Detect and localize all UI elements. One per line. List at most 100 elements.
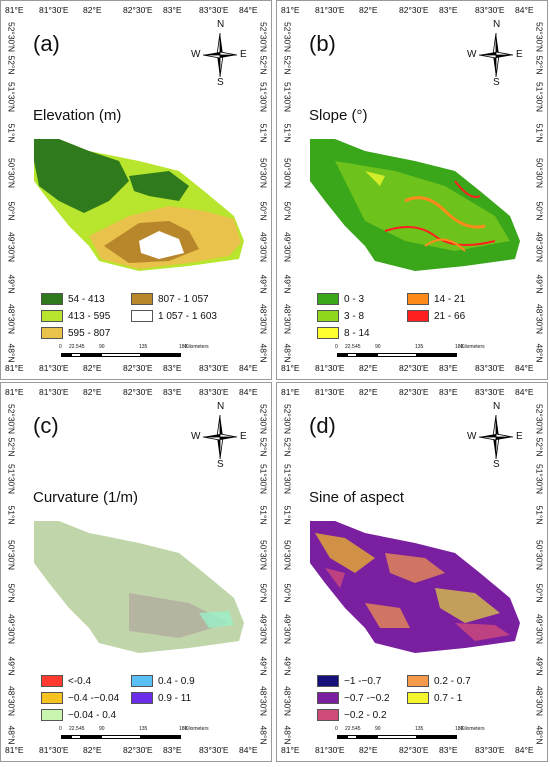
x-tick-label: 83°E <box>439 387 458 397</box>
legend-item: 0 - 3 <box>317 293 364 305</box>
x-tick-label: 84°E <box>239 5 258 15</box>
y-tick-label: 52°N <box>534 437 545 457</box>
legend-swatch <box>317 327 339 339</box>
x-tick-label: 81°30'E <box>39 5 69 15</box>
y-tick-label: 49°N <box>258 274 269 294</box>
legend-swatch <box>41 709 63 721</box>
panel-elevation: (a) Elevation (m) N S W E 54 - 413 807 - 1 … <box>0 0 272 380</box>
y-tick-label: 48°N <box>282 343 293 363</box>
x-tick-label: 82°30'E <box>399 387 429 397</box>
y-tick-label: 50°N <box>258 201 269 221</box>
y-tick-label: 49°30'N <box>258 613 269 645</box>
scale-tick-label: 180 <box>455 726 464 732</box>
panel-label: (b) <box>309 31 336 56</box>
scale-tick-label: 180 <box>179 344 188 350</box>
y-tick-label: 50°N <box>258 583 269 603</box>
north-arrow-icon: N S W E <box>467 401 523 470</box>
x-tick-label: 82°E <box>83 387 102 397</box>
y-tick-label: 51°N <box>282 123 293 143</box>
scale-unit-label: Kilometers <box>185 726 209 732</box>
y-tick-label: 49°30'N <box>282 613 293 645</box>
legend-swatch <box>41 327 63 339</box>
legend-swatch <box>41 310 63 322</box>
legend-label: 14 - 21 <box>434 293 466 305</box>
legend-swatch <box>407 293 429 305</box>
scale-tick-label: 0 <box>335 726 338 732</box>
y-tick-label: 52°N <box>258 437 269 457</box>
y-tick-label: 51°30'N <box>6 463 17 495</box>
legend-item: 0.9 - 11 <box>131 692 191 704</box>
legend-item: 595 - 807 <box>41 327 110 339</box>
y-tick-label: 52°30'N <box>282 21 293 53</box>
x-tick-label: 83°30'E <box>475 5 505 15</box>
legend-swatch <box>317 293 339 305</box>
north-arrow-icon: N S W E <box>191 19 247 88</box>
legend-swatch <box>41 675 63 687</box>
x-tick-label: 83°E <box>163 363 182 373</box>
y-tick-label: 49°N <box>282 274 293 294</box>
y-tick-label: 52°N <box>258 55 269 75</box>
y-tick-label: 50°30'N <box>258 539 269 571</box>
x-tick-label: 84°E <box>515 387 534 397</box>
x-tick-label: 81°E <box>281 745 300 755</box>
y-tick-label: 52°30'N <box>258 403 269 435</box>
y-tick-label: 48°N <box>6 725 17 745</box>
y-tick-label: 51°30'N <box>534 81 545 113</box>
legend-swatch <box>407 310 429 322</box>
scale-tick-label: 135 <box>139 726 148 732</box>
legend-swatch <box>407 692 429 704</box>
y-tick-label: 52°30'N <box>6 403 17 435</box>
panel-label: (c) <box>33 413 59 438</box>
legend-swatch <box>131 310 153 322</box>
y-tick-label: 50°N <box>282 583 293 603</box>
map-title: Curvature (1/m) <box>33 489 139 506</box>
x-tick-label: 81°30'E <box>315 387 345 397</box>
scale-labels: 0 22.5 45 90 135 180 Kilometers <box>335 344 537 352</box>
compass-n-label: N <box>493 19 501 30</box>
x-tick-label: 81°30'E <box>39 745 69 755</box>
y-tick-label: 48°30'N <box>258 303 269 335</box>
legend-item: −0.04 - 0.4 <box>41 709 116 721</box>
scale-unit-label: Kilometers <box>461 344 485 350</box>
x-tick-label: 81°30'E <box>39 387 69 397</box>
y-tick-label: 48°30'N <box>6 685 17 717</box>
scale-bar <box>337 353 457 357</box>
y-tick-label: 50°30'N <box>282 539 293 571</box>
scale-tick-label: 180 <box>179 726 188 732</box>
legend-label: 1 057 - 1 603 <box>158 310 217 322</box>
x-tick-label: 84°E <box>239 363 258 373</box>
scale-tick-label: 90 <box>375 726 381 732</box>
y-tick-label: 52°N <box>534 55 545 75</box>
scale-bar <box>61 735 181 739</box>
x-tick-label: 81°E <box>281 5 300 15</box>
legend-item: −1 -−0.7 <box>317 675 381 687</box>
legend-item: 0.4 - 0.9 <box>131 675 195 687</box>
scale-tick-label: 22.5 <box>345 344 355 350</box>
scale-labels: 0 22.5 45 90 135 180 Kilometers <box>59 726 261 734</box>
y-tick-label: 52°30'N <box>6 21 17 53</box>
slope-map <box>310 139 520 271</box>
panel-label: (a) <box>33 31 60 56</box>
legend-item: 413 - 595 <box>41 310 110 322</box>
scale-tick-label: 45 <box>355 726 361 732</box>
x-tick-label: 81°E <box>5 5 24 15</box>
compass-w-label: W <box>191 49 201 60</box>
compass-w-label: W <box>191 431 201 442</box>
scale-bar <box>337 735 457 739</box>
x-tick-label: 83°30'E <box>199 387 229 397</box>
north-arrow-icon: N S W E <box>191 401 247 470</box>
x-tick-label: 81°E <box>281 363 300 373</box>
legend-label: −1 -−0.7 <box>344 675 382 687</box>
y-tick-label: 48°30'N <box>534 685 545 717</box>
legend-label: −0.4 -−0.04 <box>68 692 120 704</box>
y-tick-label: 50°N <box>6 201 17 221</box>
y-tick-label: 48°30'N <box>534 303 545 335</box>
compass-n-label: N <box>217 19 225 30</box>
y-tick-label: 50°N <box>6 583 17 603</box>
y-tick-label: 48°30'N <box>282 685 293 717</box>
y-tick-label: 51°30'N <box>6 81 17 113</box>
scale-tick-label: 135 <box>415 344 424 350</box>
legend-item: 54 - 413 <box>41 293 105 305</box>
x-tick-label: 83°E <box>439 5 458 15</box>
panel-curvature: (c) Curvature (1/m) N S W E <-0.4 0.4 - 0.9 <box>0 382 272 762</box>
